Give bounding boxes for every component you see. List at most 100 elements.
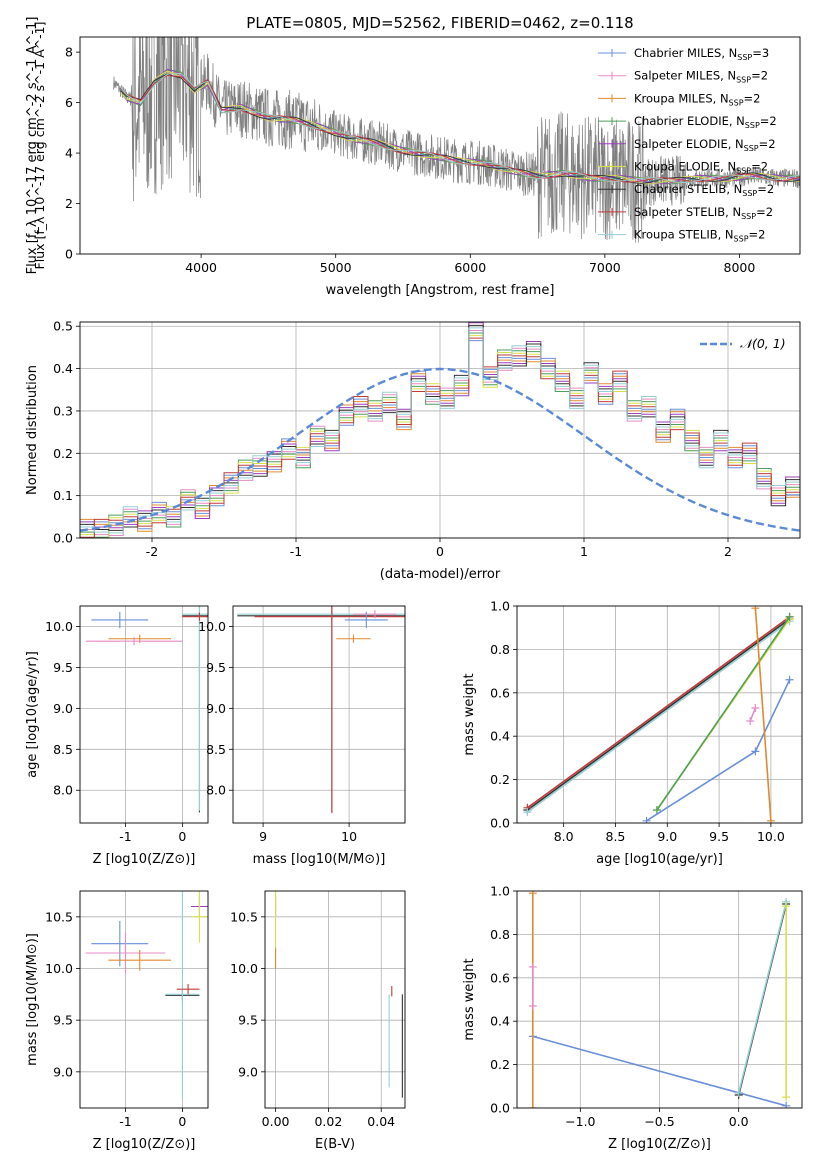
weight-marker-kroupa_miles: [528, 891, 537, 898]
axes-frame: [232, 605, 406, 824]
weight-line-kroupa_miles: [754, 608, 772, 821]
weight-marker-salpeter_miles: [751, 703, 760, 712]
legend-label: Chabrier STELIB, NSSP=2: [634, 182, 774, 198]
x-tick-label: -2: [146, 544, 158, 559]
observed-spectrum: [113, 37, 800, 243]
x-tick-label: 0: [178, 829, 186, 844]
x-tick-label: -1: [119, 1114, 131, 1129]
weight-marker-kroupa_miles: [751, 606, 760, 613]
x-tick-label: 10: [341, 829, 357, 844]
y-tick-label: 10.0: [198, 619, 226, 634]
y-axis-label: Flux [f_λ 10^-17 erg cm^-2 s^-1 A^-1]: [32, 22, 47, 270]
plot-area: [517, 891, 802, 1108]
y-tick-label: 0.5: [53, 319, 73, 334]
x-tick-label: 5000: [320, 260, 352, 275]
axes-frame: [79, 890, 209, 1109]
y-tick-label: 0.4: [490, 1014, 510, 1029]
axes-frame: [516, 890, 803, 1109]
x-axis-label: Z [log10(Z/Z⊙)]: [93, 852, 196, 867]
y-tick-label: 0.2: [490, 1057, 510, 1072]
x-tick-label: 0.04: [367, 1114, 395, 1129]
x-tick-label: 0.02: [314, 1114, 342, 1129]
normal-reference-curve: [80, 367, 800, 532]
y-tick-label: 9.5: [238, 1013, 258, 1028]
x-tick-label: 10.0: [757, 829, 785, 844]
y-tick-label: 0.8: [490, 642, 510, 657]
y-tick-label: 9.0: [238, 1064, 258, 1079]
y-axis-label: Normed distribution: [25, 365, 40, 495]
y-tick-label: 8.5: [53, 742, 73, 757]
model-line-chabrier_stelib: [120, 73, 800, 184]
model-line-kroupa_elodie: [120, 70, 800, 185]
y-tick-label: 0.0: [490, 816, 510, 831]
y-axis-label: Flux [f_λ 10^-17 erg cm^-2 s^-1 A^-1]: [25, 17, 40, 275]
figure-title: PLATE=0805, MJD=52562, FIBERID=0462, z=0…: [246, 14, 633, 32]
weight-line-chabrier_stelib: [526, 618, 791, 811]
axes-frame: [79, 36, 801, 255]
weight-line-kroupa_stelib: [737, 901, 787, 1093]
x-axis-label: (data-model)/error: [380, 567, 501, 582]
hist-salpeter_elodie: [80, 322, 800, 529]
y-tick-label: 0.2: [490, 772, 510, 787]
y-tick-label: 2: [65, 196, 73, 211]
x-axis-label: age [log10(age/yr)]: [596, 852, 723, 867]
axes-frame: [79, 321, 801, 539]
hist-kroupa_elodie: [80, 335, 800, 538]
plot-area: [80, 891, 208, 1108]
x-tick-label: 2: [724, 544, 732, 559]
y-tick-label: 0.8: [490, 927, 510, 942]
legend-label: Salpeter ELODIE, NSSP=2: [634, 137, 776, 153]
panel-mass_vs_Z: -1 0 9.0 9.5 10.0 10.5 Z [log10(Z/Z⊙)] mass [lo…: [25, 890, 209, 1152]
weight-marker-salpeter_miles: [746, 717, 755, 726]
weight-marker-chabrier_miles: [751, 747, 760, 756]
x-tick-label: 0: [178, 1114, 186, 1129]
x-tick-label: 9.0: [657, 829, 677, 844]
plot-area: [80, 322, 800, 538]
weight-line-salpeter_stelib: [526, 616, 791, 809]
axes-frame: [264, 890, 406, 1109]
y-tick-label: 9.0: [53, 1064, 73, 1079]
panel-mass_vs_ebv: 0.00 0.02 0.04 9.0 9.5 10.0 10.5 E(B-V): [230, 890, 406, 1152]
weight-line-salpeter_miles: [749, 707, 757, 722]
x-tick-label: 8.5: [606, 829, 626, 844]
legend-label: Kroupa ELODIE, NSSP=2: [634, 160, 768, 176]
panel-weight_vs_age: 8.0 8.5 9.0 9.5 10.0 0.0 0.2 0.4 0.6 0.8 1.0 age [l…: [462, 599, 803, 867]
y-tick-label: 9.5: [206, 660, 226, 675]
x-axis-label: Z [log10(Z/Z⊙)]: [608, 1137, 711, 1152]
y-tick-label: 10.5: [230, 909, 258, 924]
hist-chabrier_miles: [80, 340, 800, 538]
legend-label: Chabrier ELODIE, NSSP=2: [634, 114, 777, 130]
legend-label: Chabrier MILES, NSSP=3: [634, 46, 769, 62]
y-tick-label: 0.1: [53, 488, 73, 503]
weight-line-chabrier_elodie: [656, 616, 791, 811]
x-tick-label: 6000: [454, 260, 486, 275]
y-tick-label: 0.2: [53, 446, 73, 461]
x-axis-label: Z [log10(Z/Z⊙)]: [93, 1137, 196, 1152]
x-tick-label: 9: [259, 829, 267, 844]
y-tick-label: 10.0: [45, 619, 73, 634]
panel-age_vs_mass: 9 10 8.0 8.5 9.0 9.5 10.0 mass [log10(M/M⊙)]: [198, 605, 406, 867]
x-tick-label: 1: [580, 544, 588, 559]
panel-residuals: -2 -1 0 1 2 0.0 0.1 0.2 0.3 0.4 0.5 (data-model)/er…: [25, 319, 801, 582]
x-axis-label: E(B-V): [315, 1137, 355, 1152]
model-line-salpeter_stelib: [120, 74, 800, 183]
y-axis-label: mass weight: [462, 673, 477, 755]
axes-frame: [516, 605, 803, 824]
legend-label: Salpeter STELIB, NSSP=2: [634, 205, 773, 221]
x-tick-label: 8000: [724, 260, 756, 275]
weight-marker-kroupa_stelib: [734, 1088, 743, 1097]
x-tick-label: 0.0: [729, 1114, 749, 1129]
hist-kroupa_stelib: [80, 327, 800, 534]
x-tick-label: −1.0: [565, 1114, 595, 1129]
hist-kroupa_miles: [80, 322, 800, 532]
panel-weight_vs_Z: −1.0 −0.5 0.0 0.0 0.2 0.4 0.6 0.8 1.0 Z [log10(Z/…: [462, 884, 803, 1152]
legend-label: Kroupa STELIB, NSSP=2: [634, 228, 765, 244]
x-tick-label: -1: [290, 544, 302, 559]
x-tick-label: 4000: [185, 260, 217, 275]
y-tick-label: 9.0: [206, 701, 226, 716]
y-tick-label: 9.5: [53, 660, 73, 675]
panels: 4000 5000 6000 7000 8000 0 2 4 6 8 wavelength [Ang…: [25, 17, 803, 1152]
model-line-kroupa_stelib: [120, 72, 800, 183]
plot-area: [233, 606, 405, 823]
